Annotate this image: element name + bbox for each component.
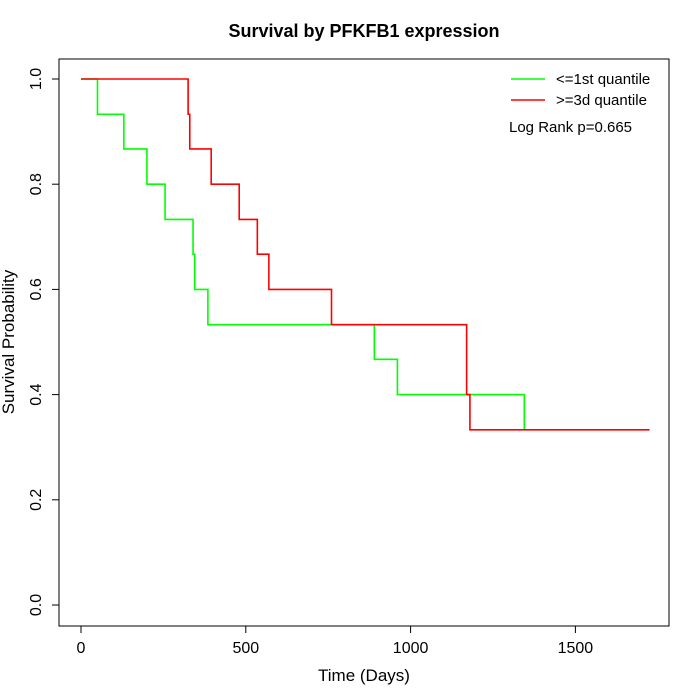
log-rank-annotation: Log Rank p=0.665 [509, 119, 632, 136]
y-tick-label: 0.4 [28, 383, 45, 405]
series-layer [81, 78, 650, 431]
y-tick-label: 1.0 [28, 68, 45, 90]
legend-label: >=3d quantile [556, 92, 647, 109]
x-tick-label: 0 [77, 640, 86, 657]
x-tick-label: 1000 [393, 640, 429, 657]
x-axis: 0 500 1000 1500 [77, 625, 594, 657]
legend-label: <=1st quantile [556, 71, 650, 88]
y-tick-label: 0.8 [28, 173, 45, 195]
x-axis-title: Time (Days) [318, 666, 410, 685]
x-tick-label: 1500 [558, 640, 594, 657]
x-tick-label: 500 [232, 640, 259, 657]
y-axis: 0.0 0.2 0.4 0.6 0.8 1.0 [28, 68, 60, 616]
y-tick-label: 0.2 [28, 489, 45, 511]
plot-frame [58, 58, 670, 627]
y-tick-label: 0.0 [28, 594, 45, 616]
series-line-2 [81, 78, 650, 431]
y-axis-title: Survival Probability [0, 269, 18, 414]
y-tick-label: 0.6 [28, 278, 45, 300]
chart-title: Survival by PFKFB1 expression [228, 21, 499, 41]
series-line-1 [81, 78, 526, 430]
legend: <=1st quantile >=3d quantile [511, 71, 650, 109]
